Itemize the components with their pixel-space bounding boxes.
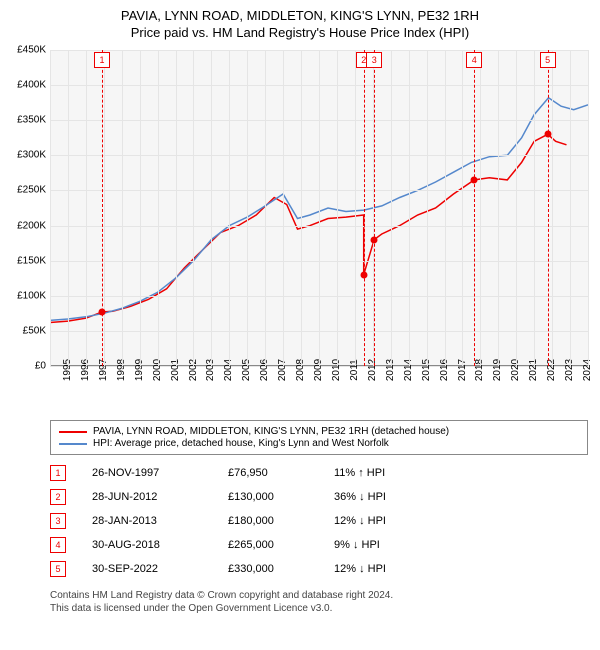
event-price: £76,950 — [228, 467, 308, 479]
event-row: 1 26-NOV-1997 £76,950 11% ↑ HPI — [50, 461, 588, 485]
event-row-marker: 2 — [50, 489, 66, 505]
event-date: 30-SEP-2022 — [92, 563, 202, 575]
figure: PAVIA, LYNN ROAD, MIDDLETON, KING'S LYNN… — [0, 0, 600, 615]
legend-swatch — [59, 431, 87, 433]
legend: PAVIA, LYNN ROAD, MIDDLETON, KING'S LYNN… — [50, 420, 588, 455]
legend-label: HPI: Average price, detached house, King… — [93, 438, 389, 449]
event-diff: 11% ↑ HPI — [334, 467, 414, 479]
event-row: 2 28-JUN-2012 £130,000 36% ↓ HPI — [50, 485, 588, 509]
event-diff: 12% ↓ HPI — [334, 563, 414, 575]
event-marker: 1 — [94, 52, 110, 68]
event-marker: 5 — [540, 52, 556, 68]
ytick-label: £300K — [17, 150, 46, 161]
chart-titles: PAVIA, LYNN ROAD, MIDDLETON, KING'S LYNN… — [0, 0, 600, 40]
event-price: £180,000 — [228, 515, 308, 527]
title-main: PAVIA, LYNN ROAD, MIDDLETON, KING'S LYNN… — [0, 8, 600, 23]
event-row-marker: 5 — [50, 561, 66, 577]
event-marker: 3 — [366, 52, 382, 68]
legend-item: PAVIA, LYNN ROAD, MIDDLETON, KING'S LYNN… — [59, 426, 579, 437]
event-diff: 12% ↓ HPI — [334, 515, 414, 527]
footer-line1: Contains HM Land Registry data © Crown c… — [50, 589, 588, 602]
event-row: 5 30-SEP-2022 £330,000 12% ↓ HPI — [50, 557, 588, 581]
xtick-label: 2025 — [588, 359, 600, 381]
event-dot — [371, 236, 378, 243]
plot-area: £0£50K£100K£150K£200K£250K£300K£350K£400… — [50, 50, 588, 366]
event-line — [364, 50, 365, 366]
event-row-marker: 1 — [50, 465, 66, 481]
event-date: 30-AUG-2018 — [92, 539, 202, 551]
ytick-label: £150K — [17, 255, 46, 266]
event-row: 4 30-AUG-2018 £265,000 9% ↓ HPI — [50, 533, 588, 557]
ytick-label: £200K — [17, 220, 46, 231]
ytick-label: £100K — [17, 290, 46, 301]
event-row: 3 28-JAN-2013 £180,000 12% ↓ HPI — [50, 509, 588, 533]
event-dot — [360, 271, 367, 278]
series-price_paid — [50, 134, 567, 322]
legend-item: HPI: Average price, detached house, King… — [59, 438, 579, 449]
chart-area: £0 £50K £100K £150K £200K £250K £300K £350K £400… — [0, 46, 600, 416]
footer-line2: This data is licensed under the Open Gov… — [50, 602, 588, 615]
events-table: 1 26-NOV-1997 £76,950 11% ↑ HPI 2 28-JUN-2012… — [50, 461, 588, 581]
title-sub: Price paid vs. HM Land Registry's House … — [0, 25, 600, 40]
event-price: £265,000 — [228, 539, 308, 551]
ytick-label: £250K — [17, 185, 46, 196]
event-dot — [471, 176, 478, 183]
event-date: 28-JUN-2012 — [92, 491, 202, 503]
event-line — [548, 50, 549, 366]
event-price: £130,000 — [228, 491, 308, 503]
event-dot — [99, 308, 106, 315]
event-price: £330,000 — [228, 563, 308, 575]
event-row-marker: 3 — [50, 513, 66, 529]
event-line — [374, 50, 375, 366]
event-diff: 9% ↓ HPI — [334, 539, 414, 551]
event-diff: 36% ↓ HPI — [334, 491, 414, 503]
event-date: 28-JAN-2013 — [92, 515, 202, 527]
event-marker: 4 — [466, 52, 482, 68]
event-line — [474, 50, 475, 366]
event-row-marker: 4 — [50, 537, 66, 553]
ytick-label: £350K — [17, 115, 46, 126]
ytick-label: £0 — [35, 361, 46, 372]
ytick-label: £50K — [23, 325, 46, 336]
legend-label: PAVIA, LYNN ROAD, MIDDLETON, KING'S LYNN… — [93, 426, 449, 437]
event-date: 26-NOV-1997 — [92, 467, 202, 479]
event-dot — [544, 131, 551, 138]
ytick-label: £450K — [17, 45, 46, 56]
legend-swatch — [59, 443, 87, 445]
ytick-label: £400K — [17, 80, 46, 91]
footer: Contains HM Land Registry data © Crown c… — [50, 589, 588, 615]
event-line — [102, 50, 103, 366]
